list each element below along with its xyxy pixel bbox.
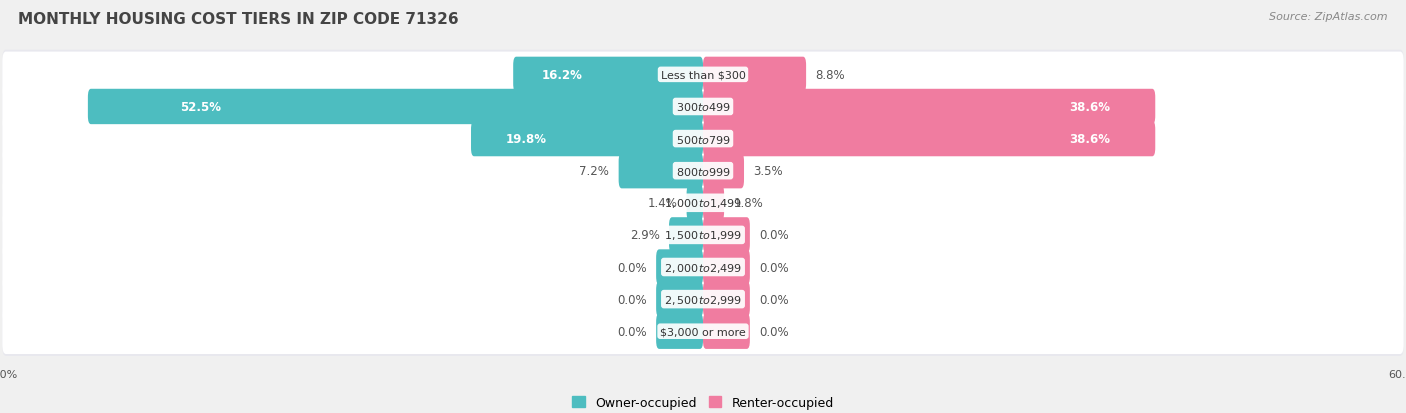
Legend: Owner-occupied, Renter-occupied: Owner-occupied, Renter-occupied [568, 391, 838, 413]
FancyBboxPatch shape [3, 147, 1403, 196]
FancyBboxPatch shape [703, 314, 749, 349]
FancyBboxPatch shape [3, 116, 1403, 162]
FancyBboxPatch shape [3, 213, 1403, 258]
Text: 38.6%: 38.6% [1069, 101, 1111, 114]
Text: $3,000 or more: $3,000 or more [661, 326, 745, 337]
FancyBboxPatch shape [3, 114, 1403, 164]
FancyBboxPatch shape [87, 90, 703, 125]
Text: 0.0%: 0.0% [759, 325, 789, 338]
FancyBboxPatch shape [3, 307, 1403, 356]
Text: 0.0%: 0.0% [617, 261, 647, 274]
Text: 0.0%: 0.0% [759, 261, 789, 274]
FancyBboxPatch shape [703, 282, 749, 317]
Text: $1,500 to $1,999: $1,500 to $1,999 [664, 229, 742, 242]
FancyBboxPatch shape [686, 186, 703, 221]
FancyBboxPatch shape [3, 83, 1403, 132]
FancyBboxPatch shape [3, 243, 1403, 292]
FancyBboxPatch shape [657, 282, 703, 317]
Text: 0.0%: 0.0% [617, 325, 647, 338]
Text: 7.2%: 7.2% [579, 165, 609, 178]
FancyBboxPatch shape [3, 180, 1403, 226]
FancyBboxPatch shape [703, 90, 1156, 125]
Text: 0.0%: 0.0% [759, 229, 789, 242]
FancyBboxPatch shape [703, 186, 724, 221]
Text: 0.0%: 0.0% [759, 293, 789, 306]
FancyBboxPatch shape [703, 121, 1156, 157]
FancyBboxPatch shape [3, 85, 1403, 130]
Text: MONTHLY HOUSING COST TIERS IN ZIP CODE 71326: MONTHLY HOUSING COST TIERS IN ZIP CODE 7… [18, 12, 458, 27]
Text: 38.6%: 38.6% [1069, 133, 1111, 146]
Text: $1,000 to $1,499: $1,000 to $1,499 [664, 197, 742, 210]
Text: 1.4%: 1.4% [647, 197, 678, 210]
FancyBboxPatch shape [619, 154, 703, 189]
Text: 19.8%: 19.8% [506, 133, 547, 146]
FancyBboxPatch shape [3, 309, 1403, 354]
Text: 8.8%: 8.8% [815, 69, 845, 82]
FancyBboxPatch shape [3, 179, 1403, 228]
Text: 52.5%: 52.5% [180, 101, 221, 114]
Text: $800 to $999: $800 to $999 [675, 165, 731, 177]
FancyBboxPatch shape [3, 275, 1403, 324]
Text: $500 to $799: $500 to $799 [675, 133, 731, 145]
FancyBboxPatch shape [703, 218, 749, 253]
Text: $2,500 to $2,999: $2,500 to $2,999 [664, 293, 742, 306]
FancyBboxPatch shape [3, 211, 1403, 260]
FancyBboxPatch shape [3, 52, 1403, 98]
FancyBboxPatch shape [703, 250, 749, 285]
Text: Less than $300: Less than $300 [661, 70, 745, 80]
FancyBboxPatch shape [3, 277, 1403, 322]
FancyBboxPatch shape [657, 250, 703, 285]
Text: 16.2%: 16.2% [541, 69, 582, 82]
Text: 3.5%: 3.5% [754, 165, 783, 178]
FancyBboxPatch shape [3, 244, 1403, 290]
FancyBboxPatch shape [3, 50, 1403, 100]
FancyBboxPatch shape [703, 154, 744, 189]
FancyBboxPatch shape [513, 57, 703, 93]
FancyBboxPatch shape [471, 121, 703, 157]
FancyBboxPatch shape [703, 57, 806, 93]
Text: 2.9%: 2.9% [630, 229, 659, 242]
FancyBboxPatch shape [657, 314, 703, 349]
Text: 0.0%: 0.0% [617, 293, 647, 306]
FancyBboxPatch shape [669, 218, 703, 253]
Text: $2,000 to $2,499: $2,000 to $2,499 [664, 261, 742, 274]
Text: 1.8%: 1.8% [734, 197, 763, 210]
Text: $300 to $499: $300 to $499 [675, 101, 731, 113]
FancyBboxPatch shape [3, 149, 1403, 194]
Text: Source: ZipAtlas.com: Source: ZipAtlas.com [1270, 12, 1388, 22]
